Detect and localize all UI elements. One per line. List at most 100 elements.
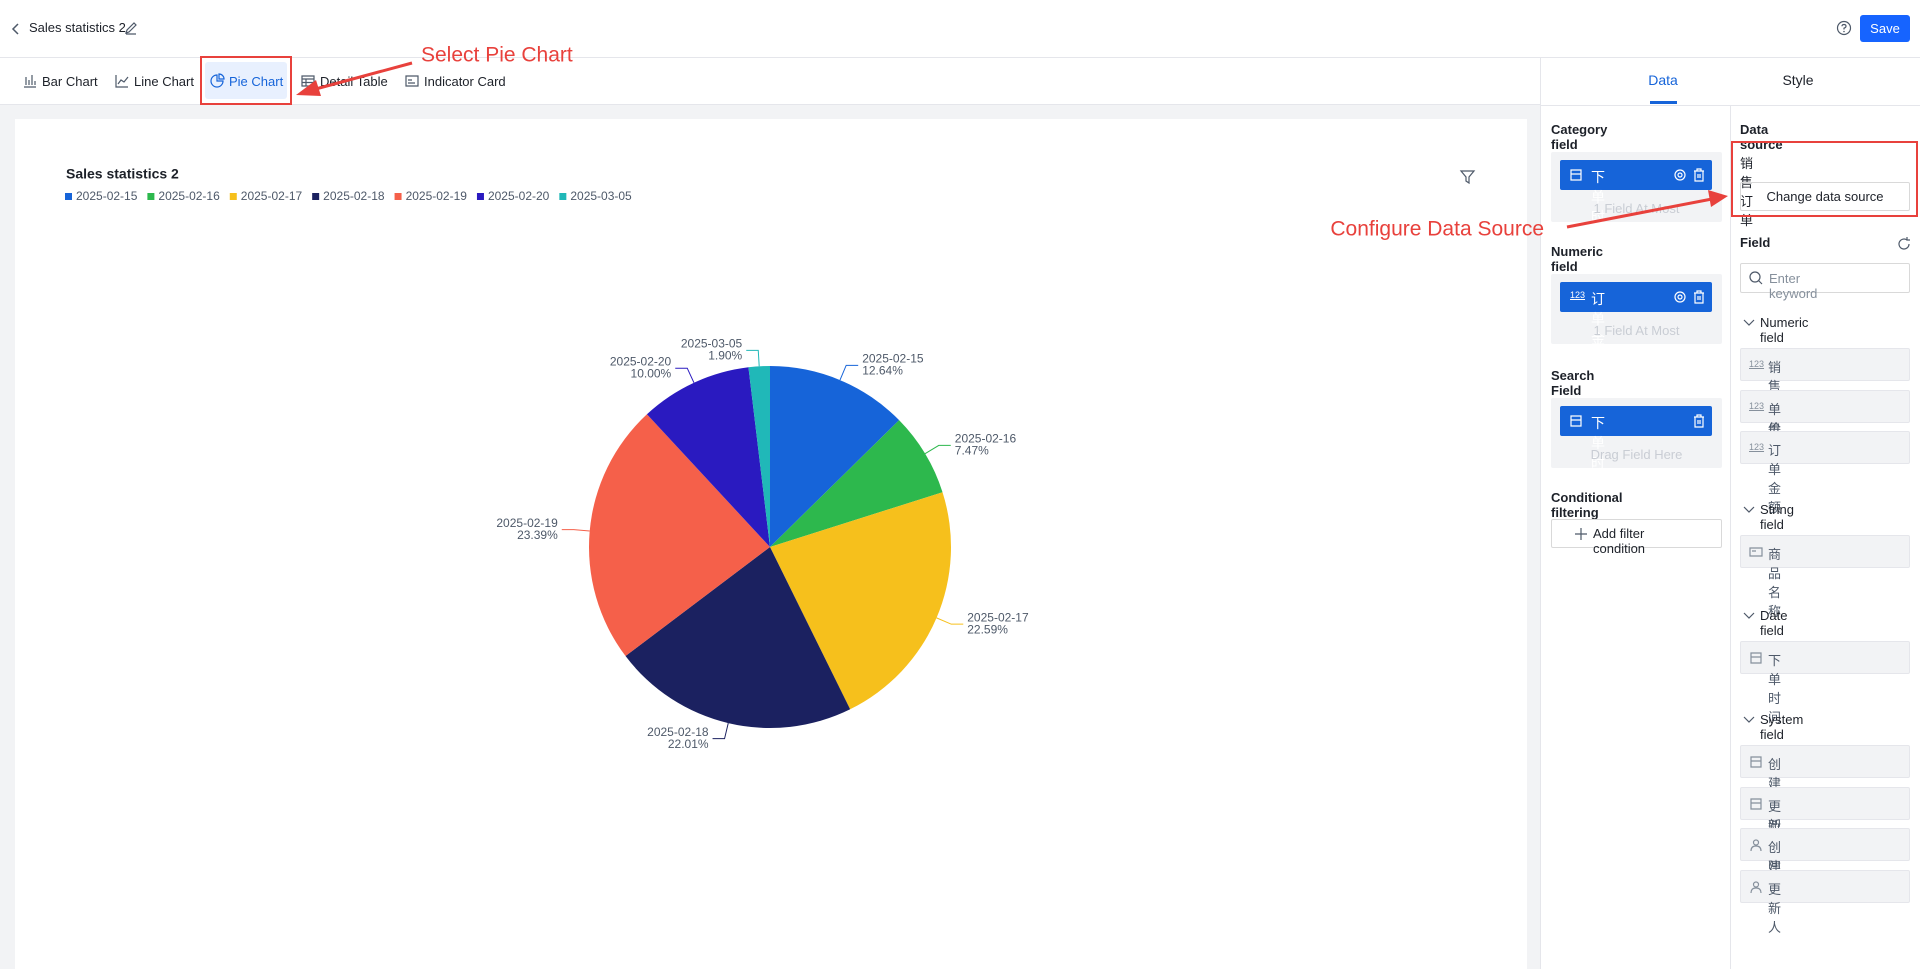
slice-value-label: 1.90% <box>708 349 742 363</box>
collapse-icon <box>1743 319 1755 326</box>
icon-path <box>1575 528 1587 540</box>
tab-icon <box>405 75 419 87</box>
legend-label: 2025-02-18 <box>323 189 385 203</box>
pie-slice <box>625 547 851 728</box>
pie-slice <box>770 366 900 547</box>
chart-type-tab[interactable]: Bar Chart <box>42 74 98 89</box>
icon-path <box>1750 839 1762 852</box>
leader-line <box>561 529 590 532</box>
field-item[interactable] <box>1740 786 1910 820</box>
chip-icon <box>1570 415 1582 427</box>
field-item[interactable] <box>1740 869 1910 903</box>
chart-type-tab[interactable]: Line Chart <box>134 74 194 89</box>
refresh-icon <box>1898 237 1910 250</box>
legend-swatch <box>229 193 237 200</box>
field-item[interactable] <box>1740 348 1910 381</box>
chart-type-tab[interactable]: Pie Chart <box>229 74 284 89</box>
icon-path <box>1674 291 1686 303</box>
save-button[interactable]: Save <box>1860 15 1910 42</box>
drop-hint: 1 Field At Most <box>1593 201 1680 216</box>
slice-label: 2025-02-17 <box>967 610 1029 624</box>
add-filter-button[interactable] <box>1551 519 1722 548</box>
panel-tab[interactable]: Style <box>1782 72 1814 88</box>
icon-path <box>210 74 224 88</box>
change-source-button[interactable]: Change data source <box>1740 182 1910 211</box>
field-item[interactable] <box>1740 745 1910 778</box>
icon-path <box>1750 652 1762 664</box>
slice-label: 2025-02-19 <box>496 516 558 530</box>
chart-title: Sales statistics 2 <box>66 166 179 182</box>
legend-label: 2025-02-20 <box>488 189 550 203</box>
active-tab-indicator <box>1650 101 1677 104</box>
field-icon <box>1750 797 1762 810</box>
search-input[interactable] <box>1740 263 1910 293</box>
filter-icon[interactable] <box>1459 170 1476 185</box>
group-label[interactable]: Date field <box>1760 608 1788 638</box>
chart-type-tab[interactable]: Indicator Card <box>424 74 506 89</box>
legend-label: 2025-02-19 <box>406 189 468 203</box>
panel-tab[interactable]: Data <box>1648 72 1678 88</box>
collapse-icon <box>1743 506 1755 513</box>
pie-slice <box>770 492 952 710</box>
slice-label: 2025-02-15 <box>862 352 924 366</box>
help-icon[interactable] <box>1836 20 1852 36</box>
slice-value-label: 7.47% <box>955 444 989 458</box>
field-item[interactable] <box>1740 389 1910 423</box>
edit-icon[interactable] <box>124 21 138 35</box>
collapse-icon <box>1743 716 1755 723</box>
search-icon <box>1749 271 1763 285</box>
slice-value-label: 10.00% <box>631 366 672 380</box>
icon-path <box>1570 415 1582 427</box>
icon-path <box>1750 797 1762 810</box>
icon-path <box>24 75 36 88</box>
field-icon <box>1749 547 1763 557</box>
section-label: Category field <box>1551 122 1608 152</box>
icon-path <box>115 75 129 88</box>
group-label[interactable]: System field <box>1760 712 1804 742</box>
field-name: 下单时间 <box>1768 653 1782 725</box>
icon-path <box>218 73 225 80</box>
collapse-icon <box>1743 612 1755 619</box>
leader-line <box>936 617 964 625</box>
field-item[interactable] <box>1740 535 1910 568</box>
field-icon <box>1750 756 1762 768</box>
icon-path <box>1743 612 1755 619</box>
field-name: 商品名称 <box>1768 547 1782 619</box>
tab-icon <box>24 75 36 88</box>
plus-icon <box>1575 528 1587 540</box>
field-item[interactable] <box>1740 641 1910 674</box>
field-item[interactable] <box>1740 431 1910 464</box>
legend-swatch <box>312 193 320 200</box>
settings-icon <box>1674 169 1686 181</box>
legend-swatch <box>559 193 567 200</box>
field-chip[interactable] <box>1560 406 1712 436</box>
field-chip[interactable] <box>1560 160 1712 190</box>
leader-line <box>712 723 729 740</box>
pie-slice <box>646 367 770 547</box>
icon-path <box>1677 294 1683 300</box>
icon-path <box>1677 172 1683 178</box>
group-label[interactable]: Numeric field <box>1760 315 1809 345</box>
pie-slice <box>589 414 770 657</box>
numeric-icon: 123 <box>1749 442 1765 452</box>
numeric-icon: 123 <box>1570 290 1586 300</box>
legend-swatch <box>394 193 402 200</box>
chart-type-tab[interactable]: Detail Table <box>320 74 388 89</box>
icon-path <box>1743 506 1755 513</box>
field-chip[interactable] <box>1560 282 1712 312</box>
leader-line <box>746 349 760 367</box>
tab-icon <box>210 73 225 88</box>
field-item[interactable] <box>1740 828 1910 861</box>
divider <box>1730 105 1731 969</box>
leader-line <box>839 364 859 381</box>
field-icon <box>1750 652 1762 664</box>
field-icon <box>1750 880 1762 893</box>
drop-hint: Drag Field Here <box>1590 447 1683 462</box>
icon-path <box>1898 237 1910 250</box>
icon-path <box>1743 319 1755 326</box>
field-name: 订单金额 <box>1768 443 1782 515</box>
back-icon[interactable] <box>10 22 22 36</box>
group-label[interactable]: String field <box>1760 502 1794 532</box>
delete-icon <box>1694 290 1704 304</box>
slice-label: 2025-02-16 <box>955 432 1017 446</box>
